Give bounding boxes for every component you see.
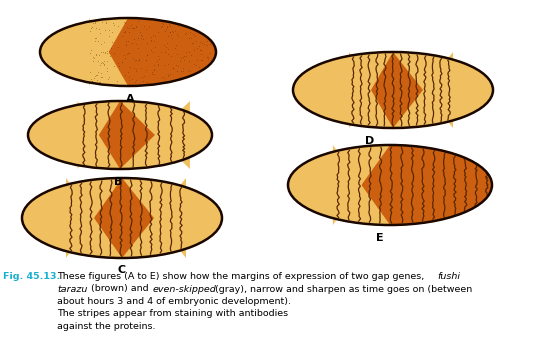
Text: A: A [126,94,134,104]
Text: against the proteins.: against the proteins. [57,322,155,331]
Ellipse shape [28,101,212,169]
Text: fushi: fushi [437,272,460,281]
Ellipse shape [22,178,222,258]
Text: about hours 3 and 4 of embryonic development).: about hours 3 and 4 of embryonic develop… [57,297,291,306]
Text: These figures (A to E) show how the margins of expression of two gap genes,: These figures (A to E) show how the marg… [57,272,427,281]
Text: tarazu: tarazu [57,284,88,293]
Polygon shape [122,178,222,258]
Text: The stripes appear from staining with antibodies: The stripes appear from staining with an… [57,310,288,319]
Text: E: E [376,233,384,243]
Text: (gray), narrow and sharpen as time goes on (between: (gray), narrow and sharpen as time goes … [212,284,472,293]
Ellipse shape [293,52,493,128]
Text: even-skipped: even-skipped [153,284,217,293]
Polygon shape [293,52,393,128]
Text: C: C [118,265,126,275]
Polygon shape [40,18,128,86]
Text: (brown) and: (brown) and [88,284,151,293]
Polygon shape [393,52,493,128]
Text: D: D [365,136,374,146]
Ellipse shape [40,18,216,86]
Polygon shape [22,178,122,258]
Polygon shape [288,145,390,225]
Polygon shape [120,101,212,169]
Text: B: B [114,177,122,187]
Ellipse shape [288,145,492,225]
Polygon shape [28,101,120,169]
Text: Fig. 45.13.: Fig. 45.13. [3,272,60,281]
